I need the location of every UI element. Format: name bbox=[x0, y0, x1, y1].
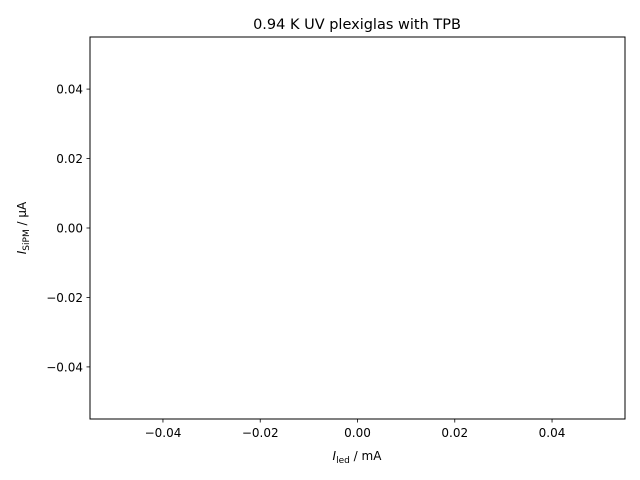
y-axis-label: ISiPM / μA bbox=[15, 201, 32, 254]
y-axis-ticks: −0.04 −0.02 0.00 0.02 0.04 bbox=[46, 83, 90, 374]
x-axis-label-sub: led bbox=[336, 456, 350, 466]
x-tick-label: −0.04 bbox=[145, 426, 182, 440]
y-axis-label-unit: / μA bbox=[15, 201, 29, 229]
y-tick-label: −0.04 bbox=[46, 360, 83, 374]
x-tick-label: −0.02 bbox=[242, 426, 279, 440]
x-axis-label-base: I bbox=[333, 449, 337, 463]
y-tick-label: 0.00 bbox=[56, 222, 83, 236]
y-tick-label: 0.02 bbox=[56, 152, 83, 166]
x-tick-label: 0.02 bbox=[441, 426, 468, 440]
x-tick-label: 0.00 bbox=[344, 426, 371, 440]
x-tick-label: 0.04 bbox=[539, 426, 566, 440]
y-tick-label: 0.04 bbox=[56, 83, 83, 97]
y-axis-label-sub: SiPM bbox=[22, 229, 32, 250]
x-axis-label: Iled / mA bbox=[333, 449, 383, 466]
x-axis-ticks: −0.04 −0.02 0.00 0.02 0.04 bbox=[145, 419, 566, 440]
y-tick-label: −0.02 bbox=[46, 291, 83, 305]
chart-title: 0.94 K UV plexiglas with TPB bbox=[253, 17, 461, 33]
y-axis-label-base: I bbox=[15, 250, 29, 254]
x-axis-label-unit: / mA bbox=[350, 449, 382, 463]
